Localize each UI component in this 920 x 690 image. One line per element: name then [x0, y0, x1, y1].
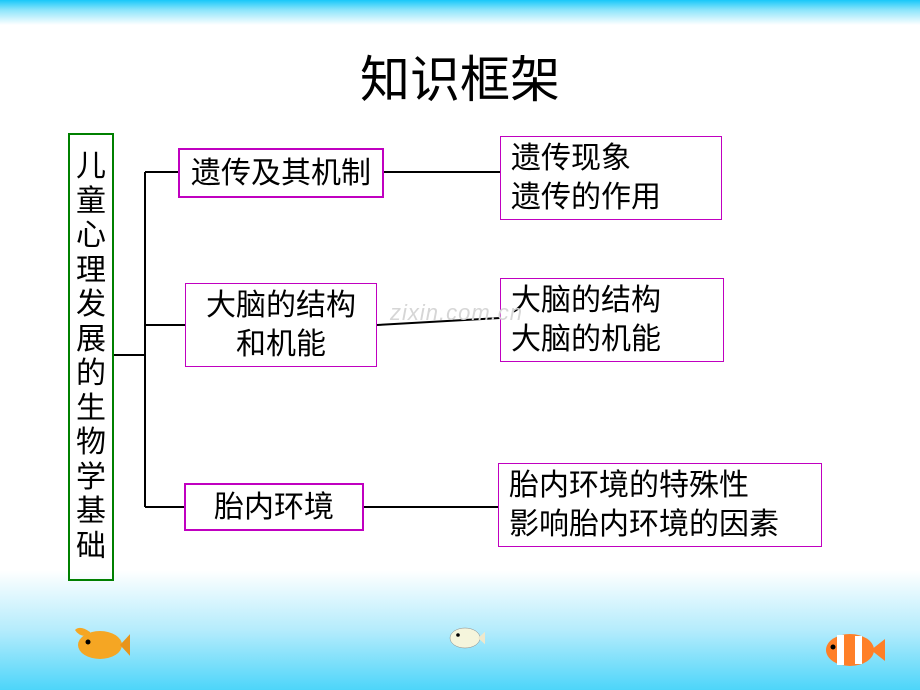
fish-icon [815, 625, 885, 675]
root-node: 儿童心理发展的生物学基础 [68, 133, 114, 581]
fish-icon [60, 620, 130, 670]
node-womb: 胎内环境 [184, 483, 364, 531]
node-brain_detail: 大脑的结构大脑的机能 [500, 278, 724, 362]
node-heredity: 遗传及其机制 [178, 148, 384, 198]
fish-icon [440, 620, 485, 655]
node-heredity_detail: 遗传现象遗传的作用 [500, 136, 722, 220]
node-womb_detail: 胎内环境的特殊性影响胎内环境的因素 [498, 463, 822, 547]
gradient-top [0, 0, 920, 25]
page-title: 知识框架 [0, 40, 920, 112]
node-brain: 大脑的结构和机能 [185, 283, 377, 367]
